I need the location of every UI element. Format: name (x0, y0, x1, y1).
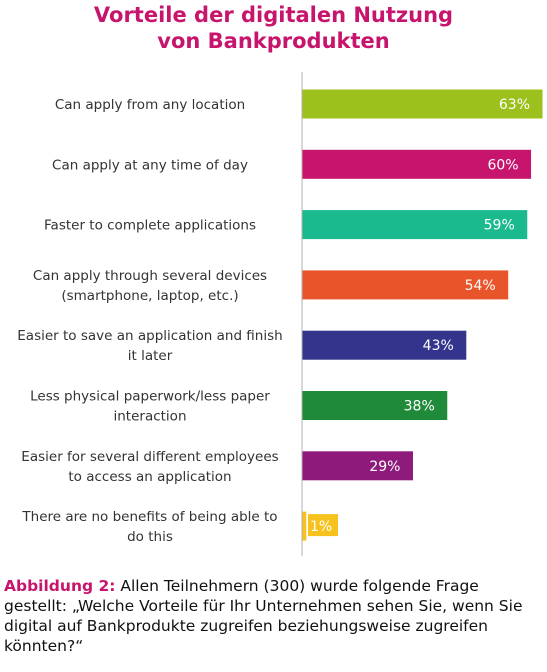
category-label-line: Easier for several different employees (21, 449, 278, 465)
value-label: 29% (369, 459, 400, 475)
category-label-line: Can apply from any location (55, 97, 245, 113)
value-label: 54% (465, 278, 496, 294)
bar (302, 330, 467, 360)
bar (302, 89, 543, 119)
category-label: Can apply through several devices (smartp… (33, 268, 267, 304)
category-label-line: Can apply through several devices (33, 268, 267, 284)
category-label: Can apply at any time of day (52, 157, 248, 173)
category-label-line: (smartphone, laptop, etc.) (61, 288, 238, 304)
value-label: 43% (423, 338, 454, 354)
category-label-line: Easier to save an application and finish (17, 328, 282, 344)
category-label-line: to access an application (68, 469, 231, 485)
category-label: Faster to complete applications (44, 218, 256, 234)
category-label-line: Less physical paperwork/less paper (30, 389, 270, 405)
bar (302, 270, 509, 300)
bar-chart: 63% Can apply from any location 60% Can app… (17, 72, 543, 557)
value-label: 60% (487, 157, 518, 173)
value-label: 63% (499, 97, 530, 113)
figure-caption: Abbildung 2: Allen Teilnehmern (300) wur… (4, 576, 544, 656)
bar (302, 391, 448, 420)
bar (302, 451, 413, 481)
chart-title: Vorteile der digitalen Nutzung von Bankp… (0, 2, 547, 54)
category-label-line: Can apply at any time of day (52, 157, 248, 173)
bar (302, 210, 528, 240)
category-label-line: it later (128, 348, 173, 364)
bar (302, 149, 532, 179)
caption-label: Abbildung 2: (4, 577, 116, 595)
category-label: Easier for several different employees to… (21, 449, 278, 485)
value-label-background (308, 514, 338, 537)
category-label-line: interaction (113, 409, 186, 425)
category-label-line: do this (127, 529, 173, 545)
caption-text: Allen Teilnehmern (300) wurde folgende F… (4, 577, 523, 655)
value-label: 1% (310, 519, 332, 535)
category-label-line: There are no benefits of being able to (21, 509, 277, 525)
bar (302, 511, 307, 541)
chart-title-line-2: von Bankprodukten (157, 29, 390, 53)
category-label: Less physical paperwork/less paper intera… (30, 389, 270, 425)
chart-title-line-1: Vorteile der digitalen Nutzung (93, 3, 454, 27)
value-label: 38% (404, 399, 435, 415)
value-label: 59% (484, 218, 515, 234)
category-label-line: Faster to complete applications (44, 218, 256, 234)
category-label: Can apply from any location (55, 97, 245, 113)
category-label: Easier to save an application and finish… (17, 328, 282, 364)
category-label: There are no benefits of being able to do… (21, 509, 277, 545)
